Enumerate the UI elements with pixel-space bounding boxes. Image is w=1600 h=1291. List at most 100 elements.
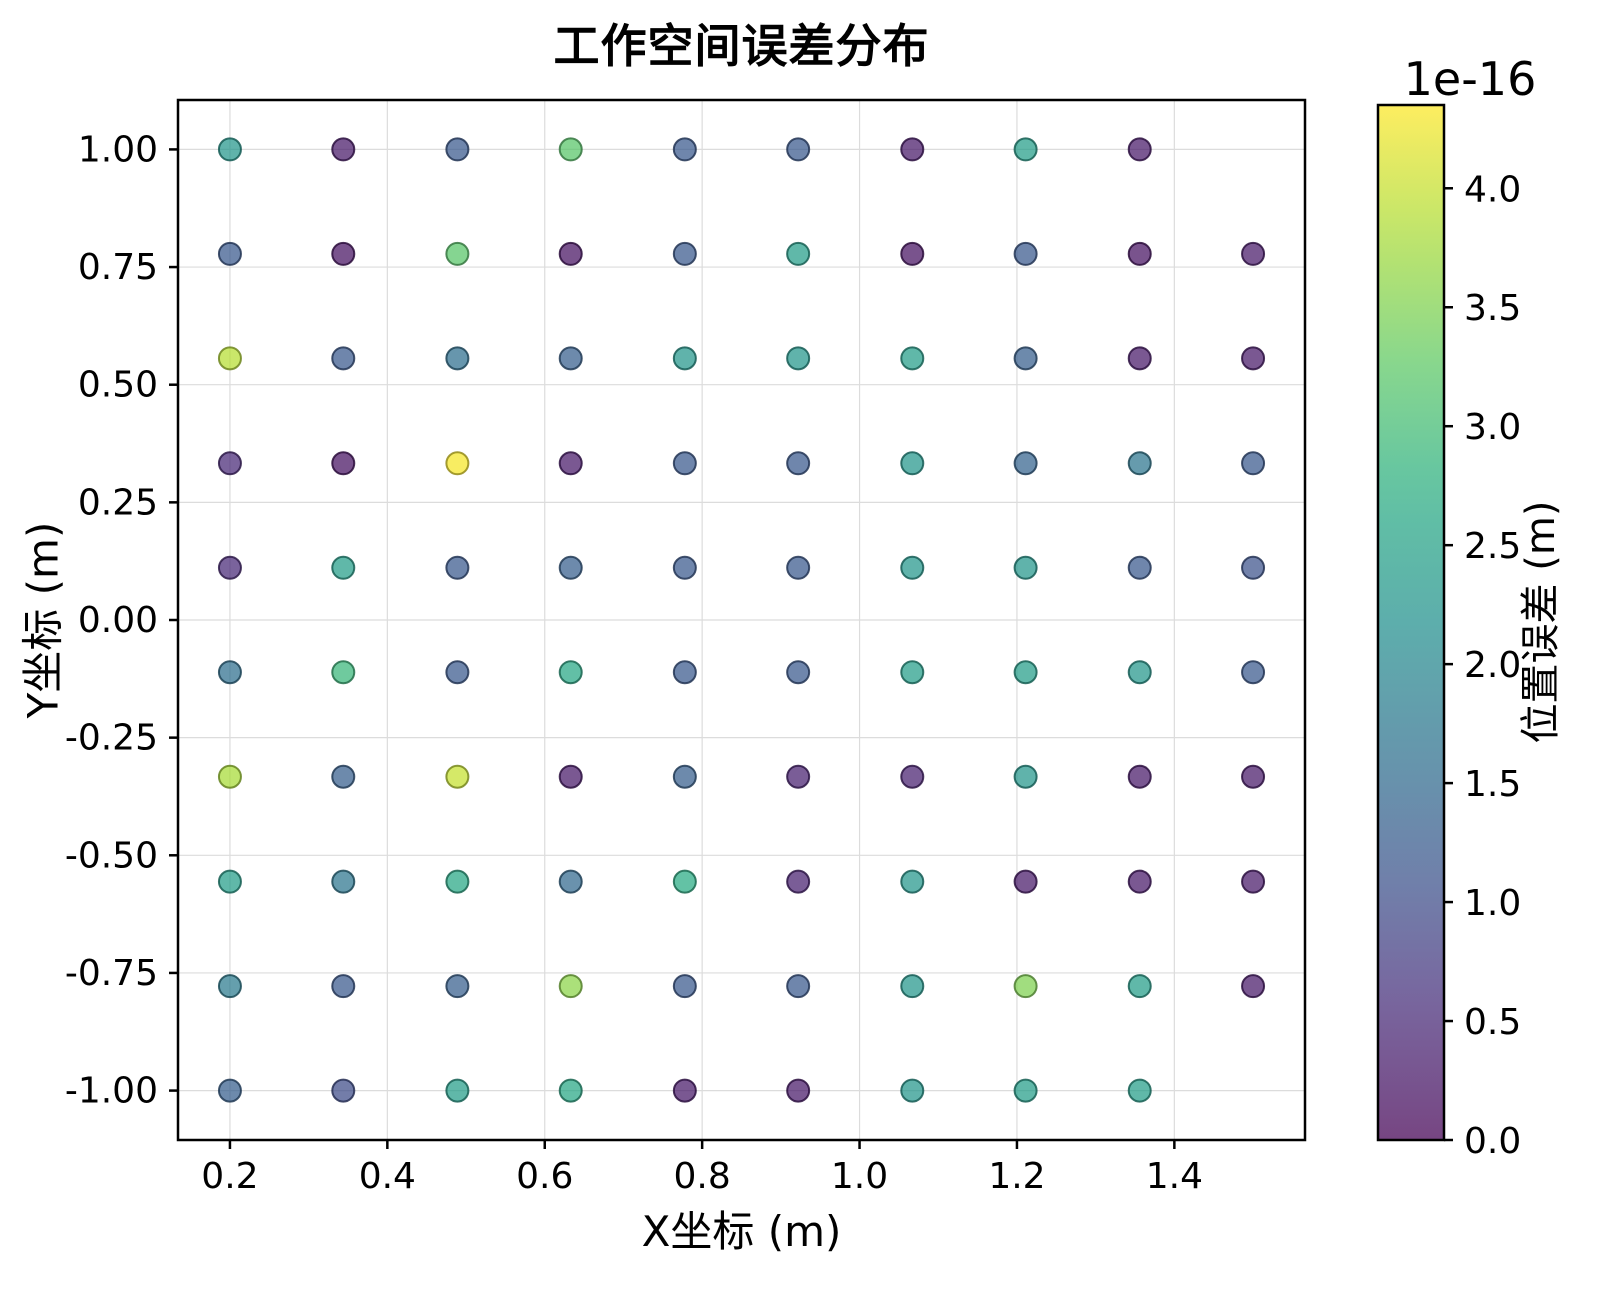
data-point bbox=[1127, 1078, 1152, 1103]
data-point bbox=[1127, 869, 1152, 894]
data-point bbox=[331, 764, 356, 789]
data-point bbox=[217, 241, 242, 266]
y-tick-label: 0.00 bbox=[78, 600, 158, 641]
data-point bbox=[786, 451, 811, 476]
data-point bbox=[1013, 974, 1038, 999]
colorbar-tick-label: 1.0 bbox=[1464, 883, 1521, 924]
x-tick-label: 1.2 bbox=[988, 1156, 1045, 1197]
data-point bbox=[558, 241, 583, 266]
x-tick-label: 1.0 bbox=[831, 1156, 888, 1197]
data-point bbox=[1241, 764, 1266, 789]
data-point bbox=[445, 660, 470, 685]
y-tick-label: -1.00 bbox=[65, 1071, 158, 1112]
data-point bbox=[445, 241, 470, 266]
data-point bbox=[900, 660, 925, 685]
data-point bbox=[1241, 974, 1266, 999]
data-point bbox=[445, 555, 470, 580]
data-point bbox=[900, 137, 925, 162]
data-point bbox=[786, 974, 811, 999]
colorbar-offset-text: 1e-16 bbox=[1403, 52, 1537, 106]
data-point bbox=[786, 241, 811, 266]
colorbar-label: 位置误差 (m) bbox=[1518, 500, 1564, 744]
data-point bbox=[786, 1078, 811, 1103]
data-point bbox=[445, 869, 470, 894]
data-point bbox=[1013, 764, 1038, 789]
data-point bbox=[331, 555, 356, 580]
data-point bbox=[1241, 346, 1266, 371]
data-point bbox=[445, 346, 470, 371]
data-point bbox=[558, 555, 583, 580]
data-point bbox=[672, 660, 697, 685]
x-tick-label: 0.2 bbox=[201, 1156, 258, 1197]
colorbar-gradient bbox=[1378, 105, 1444, 1140]
data-point bbox=[900, 1078, 925, 1103]
data-point bbox=[786, 346, 811, 371]
y-tick-label: 0.50 bbox=[78, 365, 158, 406]
y-tick-label: -0.25 bbox=[65, 718, 158, 759]
data-point bbox=[786, 660, 811, 685]
y-tick-label: 1.00 bbox=[78, 129, 158, 170]
colorbar-border bbox=[1376, 103, 1446, 1142]
data-point bbox=[445, 137, 470, 162]
data-point bbox=[672, 974, 697, 999]
colorbar-tick-label: 4.0 bbox=[1464, 169, 1521, 210]
data-point bbox=[672, 137, 697, 162]
data-point bbox=[445, 974, 470, 999]
x-tick-label: 0.6 bbox=[516, 1156, 573, 1197]
data-point bbox=[1013, 555, 1038, 580]
data-point bbox=[217, 451, 242, 476]
data-point bbox=[558, 451, 583, 476]
data-point bbox=[672, 764, 697, 789]
data-point bbox=[331, 137, 356, 162]
y-axis-label: Y坐标 (m) bbox=[18, 521, 68, 719]
data-point bbox=[331, 451, 356, 476]
data-point bbox=[1013, 241, 1038, 266]
data-point bbox=[900, 974, 925, 999]
data-point bbox=[1127, 451, 1152, 476]
y-tick-label: 0.75 bbox=[78, 247, 158, 288]
data-point bbox=[558, 660, 583, 685]
data-point bbox=[1127, 764, 1152, 789]
data-point bbox=[558, 1078, 583, 1103]
data-point bbox=[1241, 451, 1266, 476]
data-point bbox=[672, 451, 697, 476]
data-point bbox=[900, 346, 925, 371]
data-point bbox=[1127, 137, 1152, 162]
data-point bbox=[331, 660, 356, 685]
data-point bbox=[900, 241, 925, 266]
data-point bbox=[1013, 137, 1038, 162]
data-point bbox=[672, 869, 697, 894]
data-point bbox=[786, 137, 811, 162]
data-point bbox=[1241, 555, 1266, 580]
x-tick-label: 1.4 bbox=[1146, 1156, 1203, 1197]
data-point bbox=[1127, 555, 1152, 580]
data-point bbox=[1127, 241, 1152, 266]
data-point bbox=[331, 241, 356, 266]
data-point bbox=[672, 555, 697, 580]
colorbar-tick-label: 2.5 bbox=[1464, 526, 1521, 567]
data-point bbox=[217, 974, 242, 999]
data-point bbox=[672, 346, 697, 371]
data-point bbox=[1013, 346, 1038, 371]
colorbar-tick-label: 3.0 bbox=[1464, 407, 1521, 448]
colorbar-tick-label: 1.5 bbox=[1464, 764, 1521, 805]
colorbar-tick-label: 0.0 bbox=[1464, 1121, 1521, 1162]
data-point bbox=[217, 555, 242, 580]
data-point bbox=[445, 1078, 470, 1103]
data-point bbox=[331, 1078, 356, 1103]
data-point bbox=[558, 869, 583, 894]
data-point bbox=[217, 869, 242, 894]
data-point bbox=[1013, 1078, 1038, 1103]
colorbar-tick-label: 3.5 bbox=[1464, 288, 1521, 329]
data-point bbox=[1127, 346, 1152, 371]
data-point bbox=[331, 346, 356, 371]
data-point bbox=[900, 764, 925, 789]
y-tick-label: -0.75 bbox=[65, 953, 158, 994]
data-point bbox=[217, 660, 242, 685]
chart-title: 工作空间误差分布 bbox=[553, 19, 930, 73]
data-point bbox=[1127, 974, 1152, 999]
data-point bbox=[558, 137, 583, 162]
data-point bbox=[900, 555, 925, 580]
data-point bbox=[558, 764, 583, 789]
